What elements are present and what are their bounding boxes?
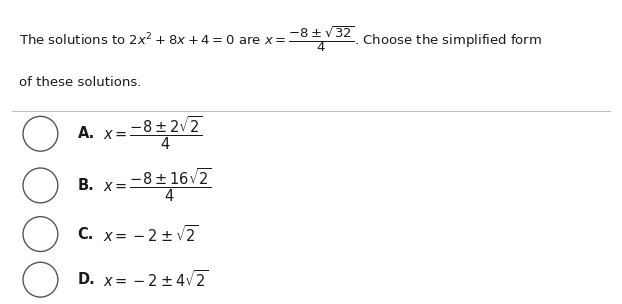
Text: B.: B. [78,178,95,193]
Text: $x = \dfrac{-8 \pm 16\sqrt{2}}{4}$: $x = \dfrac{-8 \pm 16\sqrt{2}}{4}$ [103,167,211,204]
Text: of these solutions.: of these solutions. [19,76,141,89]
Text: $x = -2 \pm \sqrt{2}$: $x = -2 \pm \sqrt{2}$ [103,224,198,244]
Text: C.: C. [78,226,94,242]
Text: D.: D. [78,272,96,287]
Text: $x = -2 \pm 4\sqrt{2}$: $x = -2 \pm 4\sqrt{2}$ [103,269,208,290]
Text: $x = \dfrac{-8 \pm 2\sqrt{2}}{4}$: $x = \dfrac{-8 \pm 2\sqrt{2}}{4}$ [103,115,202,153]
Text: The solutions to $2x^2 + 8x + 4 = 0$ are $x = \dfrac{-8 \pm \sqrt{32}}{4}$. Choo: The solutions to $2x^2 + 8x + 4 = 0$ are… [19,24,542,54]
Text: A.: A. [78,126,95,141]
